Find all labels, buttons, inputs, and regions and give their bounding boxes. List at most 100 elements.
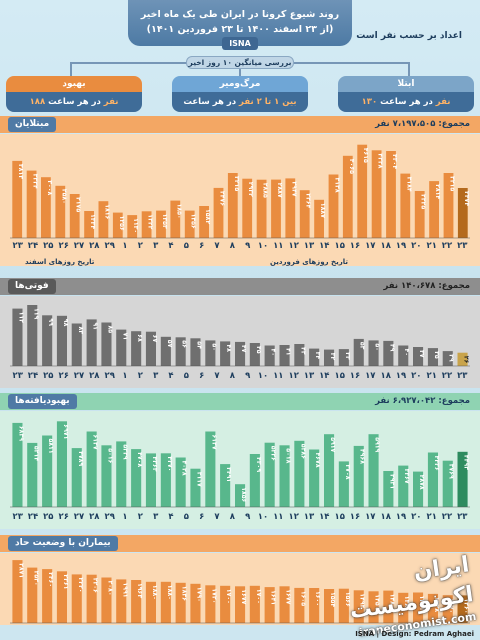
bar — [324, 349, 335, 366]
tick-label: ۱۳ — [304, 512, 315, 522]
bar — [27, 305, 38, 366]
data-label: ۷۱ — [121, 333, 128, 341]
page-subtitle: (از ۲۳ اسفند ۱۴۰۰ تا ۲۳ فروردین ۱۴۰۱) — [146, 24, 334, 35]
data-label: ۳۴۹۱ — [225, 467, 232, 482]
tick-label: ۹ — [245, 241, 251, 251]
data-label: ۱۸۳۶ — [181, 586, 188, 601]
data-label: ۵۹۱۹ — [374, 437, 381, 452]
infected-titlebar: مبتلایان مجموع: ۷،۱۹۷،۵۰۵ نفر — [0, 116, 480, 133]
bar — [235, 586, 246, 623]
bar — [205, 431, 216, 507]
tick-label: ۴ — [168, 371, 173, 381]
data-label: ۱۸۸۰ — [151, 585, 158, 600]
data-label: ۲۸۷۱ — [17, 563, 24, 578]
tick-label: ۳ — [153, 512, 159, 522]
data-label: ۴۳ — [299, 347, 306, 355]
data-label: ۳۰۰۸ — [46, 180, 53, 195]
tick-label: ۱۱ — [273, 512, 283, 522]
deaths-title: فوتی‌ها — [8, 279, 56, 294]
tick-label: ۱ — [122, 371, 127, 381]
data-label: ۵۳ — [359, 342, 366, 350]
data-label: ۱۹۹۱ — [121, 582, 128, 597]
bar — [127, 215, 138, 238]
bar — [160, 453, 171, 507]
bar — [256, 179, 267, 238]
chart-background — [0, 134, 480, 266]
bar — [69, 194, 80, 238]
bar — [12, 160, 23, 238]
data-label: ۶۱۳۷ — [92, 435, 99, 450]
data-label: ۱۶۰۵ — [299, 591, 306, 606]
tick-label: ۲۳ — [13, 241, 24, 251]
bar — [56, 315, 67, 366]
data-label: ۵۴ — [196, 341, 203, 349]
data-label: ۱۳۲۸ — [433, 597, 440, 612]
tick-label: ۲۶ — [59, 241, 69, 251]
data-label: ۱۱۲ — [17, 312, 24, 324]
data-label: ۱۳۵۳ — [161, 214, 168, 229]
tick-label: ۲۲ — [442, 512, 453, 522]
tick-label: ۲۳ — [13, 512, 24, 522]
bar — [357, 144, 368, 238]
tick-label: ۱۴ — [319, 371, 329, 381]
tick-label: ۱۱ — [273, 371, 283, 381]
data-label: ۱۵۶۶ — [344, 592, 351, 607]
tick-label: ۲۱ — [427, 512, 437, 522]
bar — [398, 345, 409, 366]
bar — [309, 449, 320, 507]
tick-label: ۱۵ — [335, 241, 345, 251]
bar — [398, 592, 409, 623]
data-label: ۴۰ — [403, 349, 410, 357]
data-label: ۲۹ — [448, 354, 455, 362]
data-label: ۱۴۸۰ — [388, 594, 395, 609]
tick-label: ۱۳ — [304, 371, 315, 381]
bar — [26, 170, 37, 238]
bar — [220, 585, 231, 623]
summary-value: ۱۸۸ نفر در هر ساعت — [6, 92, 142, 112]
bar — [353, 590, 364, 623]
bar — [386, 151, 396, 238]
summary-title: مرگ‌ومیر — [172, 76, 308, 92]
bar — [427, 593, 438, 623]
bar — [131, 580, 142, 623]
tick-label: ۲۳ — [457, 241, 468, 251]
tick-label: ۲۲ — [442, 241, 453, 251]
data-label: ۱۶۷۷ — [285, 589, 292, 604]
tick-label: ۲۶ — [59, 512, 69, 522]
bar — [279, 445, 290, 507]
tick-label: ۲۹ — [105, 241, 116, 251]
tick-label: ۲۹ — [105, 371, 116, 381]
data-label: ۲۹۳۱ — [388, 474, 395, 489]
connector-line — [239, 69, 241, 76]
data-label: ۱۳۸۰ — [403, 596, 410, 611]
bar — [427, 348, 438, 366]
data-label: ۲۴۷۶ — [218, 191, 225, 206]
bar — [160, 581, 171, 623]
bar — [249, 343, 260, 366]
tick-label: ۱۹ — [396, 371, 407, 381]
bar — [353, 338, 364, 366]
data-label: ۱۸۵۶ — [240, 487, 247, 502]
bar — [116, 579, 127, 623]
data-label: ۴۰۲۸ — [181, 461, 188, 476]
data-label: ۳۸۱۳ — [17, 164, 24, 179]
tick-label: ۲۷ — [74, 371, 85, 381]
bar — [271, 179, 281, 238]
tick-label: ۵ — [184, 371, 189, 381]
bar — [457, 352, 468, 366]
tick-label: ۲۸ — [89, 371, 100, 381]
tick-label: ۱۹ — [396, 241, 407, 251]
data-label: ۲۸۱۴ — [434, 184, 441, 199]
data-label: ۳۵ — [433, 351, 440, 359]
tick-label: ۵ — [184, 512, 189, 522]
data-label: ۴۳۰۴ — [391, 154, 398, 169]
tick-label: ۲ — [138, 241, 144, 251]
bar — [371, 150, 382, 238]
data-label: ۶۸ — [136, 334, 143, 342]
data-label: ۶۷ — [151, 335, 158, 343]
tick-label: ۲۸ — [89, 241, 100, 251]
tick-label: ۲۴ — [28, 371, 38, 381]
critical-title: بیماران با وضعیت حاد — [8, 536, 118, 551]
data-label: ۵۰۱۶ — [107, 448, 114, 463]
